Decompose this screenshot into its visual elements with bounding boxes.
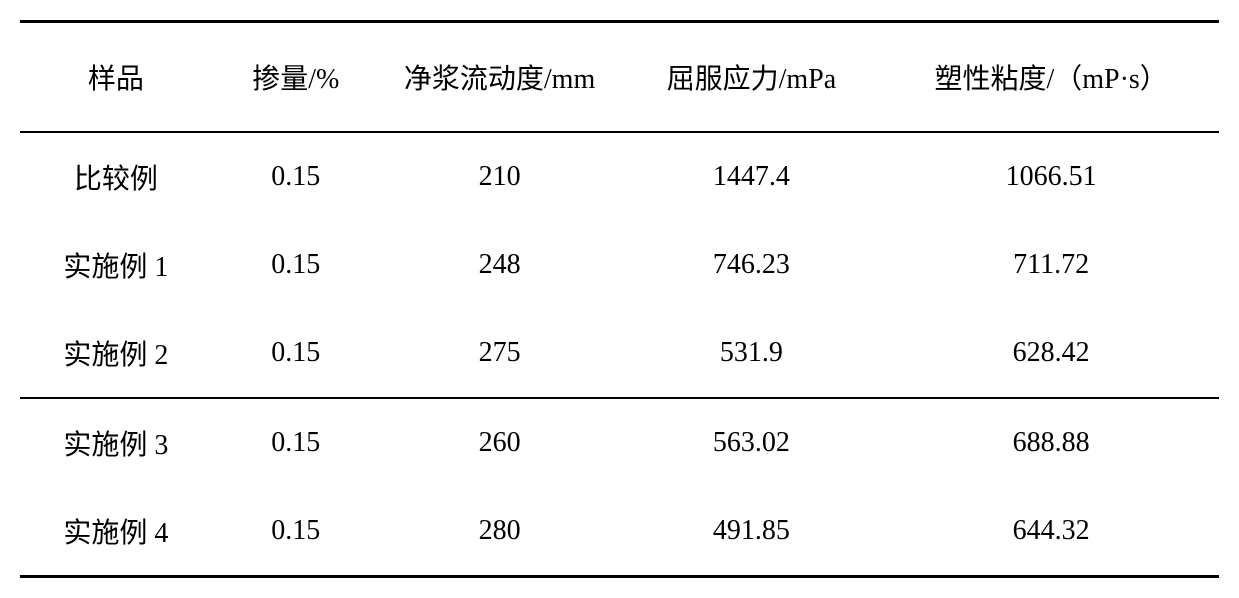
cell-yield: 1447.4 bbox=[619, 132, 883, 221]
data-table: 样品 掺量/% 净浆流动度/mm 屈服应力/mPa 塑性粘度/（mP·s） 比较… bbox=[20, 20, 1219, 578]
cell-yield: 531.9 bbox=[619, 309, 883, 398]
cell-sample: 实施例 4 bbox=[20, 487, 212, 577]
cell-sample: 比较例 bbox=[20, 132, 212, 221]
table-row: 比较例 0.15 210 1447.4 1066.51 bbox=[20, 132, 1219, 221]
table-row: 实施例 1 0.15 248 746.23 711.72 bbox=[20, 221, 1219, 309]
cell-viscosity: 628.42 bbox=[883, 309, 1219, 398]
cell-fluidity: 275 bbox=[380, 309, 620, 398]
header-yield: 屈服应力/mPa bbox=[619, 22, 883, 133]
header-sample: 样品 bbox=[20, 22, 212, 133]
cell-sample: 实施例 3 bbox=[20, 398, 212, 487]
cell-sample: 实施例 1 bbox=[20, 221, 212, 309]
cell-dosage: 0.15 bbox=[212, 221, 380, 309]
cell-yield: 746.23 bbox=[619, 221, 883, 309]
header-viscosity: 塑性粘度/（mP·s） bbox=[883, 22, 1219, 133]
cell-fluidity: 280 bbox=[380, 487, 620, 577]
cell-viscosity: 711.72 bbox=[883, 221, 1219, 309]
data-table-container: 样品 掺量/% 净浆流动度/mm 屈服应力/mPa 塑性粘度/（mP·s） 比较… bbox=[20, 20, 1219, 578]
header-dosage: 掺量/% bbox=[212, 22, 380, 133]
cell-yield: 563.02 bbox=[619, 398, 883, 487]
cell-dosage: 0.15 bbox=[212, 132, 380, 221]
cell-fluidity: 248 bbox=[380, 221, 620, 309]
cell-dosage: 0.15 bbox=[212, 398, 380, 487]
cell-viscosity: 1066.51 bbox=[883, 132, 1219, 221]
cell-fluidity: 210 bbox=[380, 132, 620, 221]
cell-viscosity: 644.32 bbox=[883, 487, 1219, 577]
cell-yield: 491.85 bbox=[619, 487, 883, 577]
cell-dosage: 0.15 bbox=[212, 309, 380, 398]
table-row: 实施例 3 0.15 260 563.02 688.88 bbox=[20, 398, 1219, 487]
table-header-row: 样品 掺量/% 净浆流动度/mm 屈服应力/mPa 塑性粘度/（mP·s） bbox=[20, 22, 1219, 133]
cell-fluidity: 260 bbox=[380, 398, 620, 487]
cell-sample: 实施例 2 bbox=[20, 309, 212, 398]
cell-dosage: 0.15 bbox=[212, 487, 380, 577]
table-row: 实施例 4 0.15 280 491.85 644.32 bbox=[20, 487, 1219, 577]
table-row: 实施例 2 0.15 275 531.9 628.42 bbox=[20, 309, 1219, 398]
header-fluidity: 净浆流动度/mm bbox=[380, 22, 620, 133]
cell-viscosity: 688.88 bbox=[883, 398, 1219, 487]
